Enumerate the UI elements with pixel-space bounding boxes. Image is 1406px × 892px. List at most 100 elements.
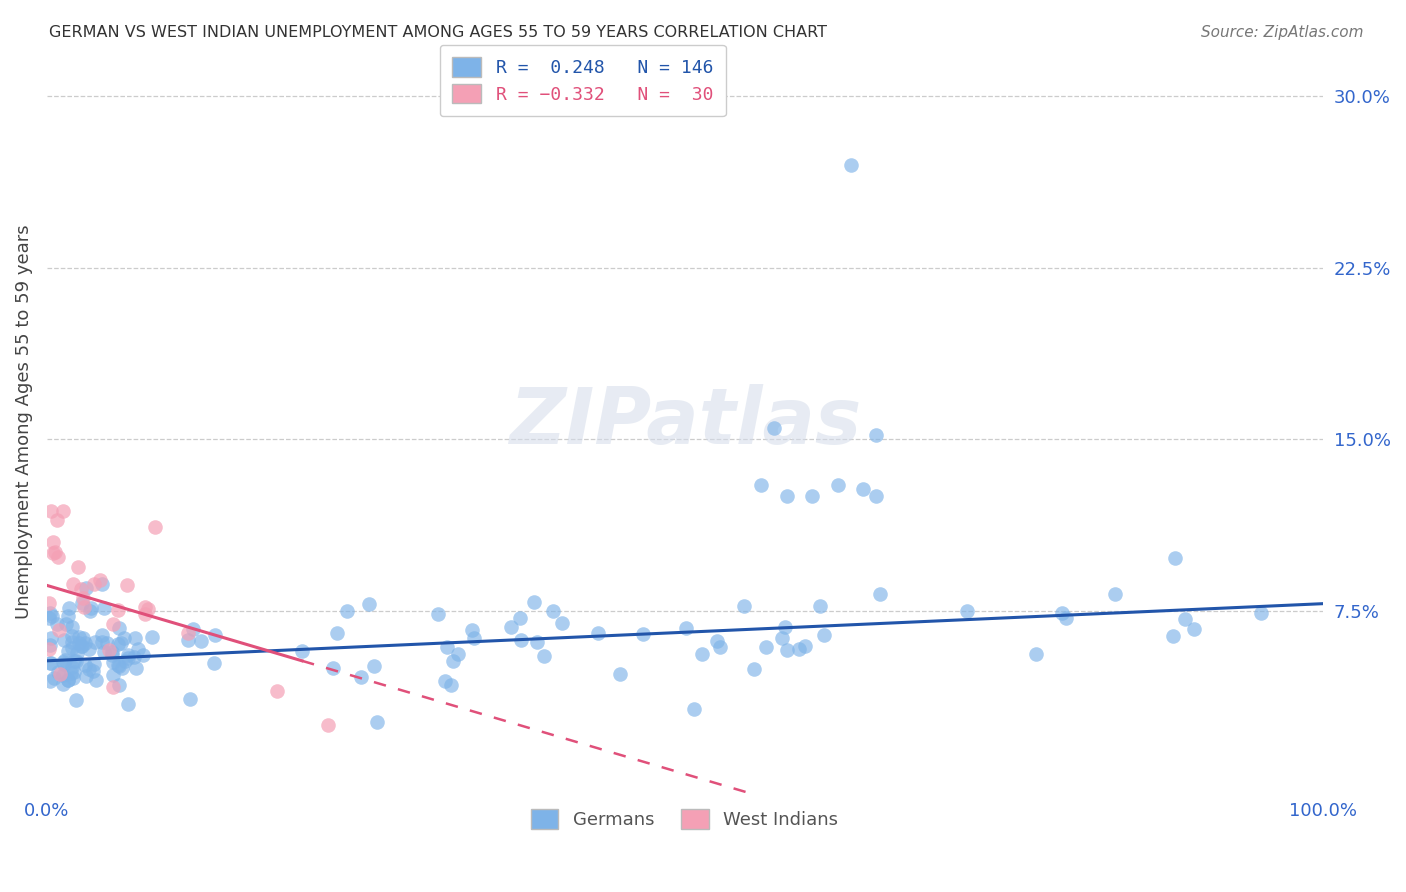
Point — [79, 604, 101, 618]
Point — [56, 644, 79, 658]
Point — [865, 489, 887, 503]
Point — [52, 657, 75, 671]
Point — [141, 630, 163, 644]
Point — [690, 648, 713, 662]
Point — [1054, 611, 1077, 625]
Point — [75, 669, 97, 683]
Point — [1104, 587, 1126, 601]
Point — [46, 550, 69, 565]
Point — [117, 650, 139, 665]
Point — [84, 673, 107, 687]
Point — [177, 625, 200, 640]
Point — [101, 668, 124, 682]
Point — [808, 599, 831, 614]
Point — [1174, 612, 1197, 626]
Point — [70, 640, 93, 654]
Point — [839, 158, 862, 172]
Point — [93, 645, 115, 659]
Point — [39, 656, 62, 670]
Point — [93, 601, 115, 615]
Point — [101, 655, 124, 669]
Point — [533, 649, 555, 664]
Point — [291, 644, 314, 658]
Point — [1182, 622, 1205, 636]
Point — [91, 577, 114, 591]
Point — [111, 660, 134, 674]
Point — [44, 545, 66, 559]
Point — [787, 642, 810, 657]
Point — [609, 667, 631, 681]
Point — [55, 616, 77, 631]
Point — [42, 535, 65, 549]
Point — [794, 639, 817, 653]
Point — [58, 609, 80, 624]
Point — [53, 633, 76, 648]
Point — [181, 622, 204, 636]
Point — [749, 478, 772, 492]
Point — [110, 635, 132, 649]
Point — [117, 648, 139, 663]
Point — [190, 633, 212, 648]
Point — [441, 654, 464, 668]
Point — [1161, 629, 1184, 643]
Point — [67, 559, 90, 574]
Point — [440, 678, 463, 692]
Point — [956, 604, 979, 618]
Point — [80, 601, 103, 615]
Point — [60, 660, 83, 674]
Point — [1250, 606, 1272, 620]
Point — [179, 691, 201, 706]
Point — [434, 673, 457, 688]
Point — [65, 654, 87, 668]
Point — [75, 658, 97, 673]
Point — [49, 666, 72, 681]
Point — [754, 640, 776, 655]
Point — [107, 657, 129, 672]
Point — [39, 504, 62, 518]
Point — [134, 607, 156, 621]
Point — [83, 657, 105, 671]
Point — [204, 627, 226, 641]
Point — [75, 581, 97, 595]
Point — [96, 636, 118, 650]
Point — [41, 631, 63, 645]
Point — [39, 638, 62, 652]
Point — [62, 577, 84, 591]
Point — [72, 596, 94, 610]
Point — [38, 596, 60, 610]
Point — [463, 632, 485, 646]
Point — [550, 615, 572, 630]
Point — [46, 665, 69, 680]
Text: ZIPatlas: ZIPatlas — [509, 384, 860, 460]
Point — [66, 647, 89, 661]
Point — [101, 680, 124, 694]
Point — [202, 656, 225, 670]
Point — [75, 636, 97, 650]
Point — [60, 620, 83, 634]
Point — [62, 671, 84, 685]
Point — [39, 674, 62, 689]
Text: GERMAN VS WEST INDIAN UNEMPLOYMENT AMONG AGES 55 TO 59 YEARS CORRELATION CHART: GERMAN VS WEST INDIAN UNEMPLOYMENT AMONG… — [49, 25, 827, 40]
Point — [52, 668, 75, 682]
Point — [107, 603, 129, 617]
Point — [41, 609, 63, 624]
Point — [706, 634, 728, 648]
Point — [127, 641, 149, 656]
Point — [359, 597, 381, 611]
Point — [541, 604, 564, 618]
Point — [52, 677, 75, 691]
Point — [107, 638, 129, 652]
Point — [134, 599, 156, 614]
Point — [70, 582, 93, 597]
Point — [90, 635, 112, 649]
Point — [177, 632, 200, 647]
Point — [852, 483, 875, 497]
Point — [266, 683, 288, 698]
Point — [101, 616, 124, 631]
Point — [436, 640, 458, 654]
Point — [675, 621, 697, 635]
Point — [82, 664, 104, 678]
Point — [776, 643, 799, 657]
Point — [98, 643, 121, 657]
Point — [117, 698, 139, 712]
